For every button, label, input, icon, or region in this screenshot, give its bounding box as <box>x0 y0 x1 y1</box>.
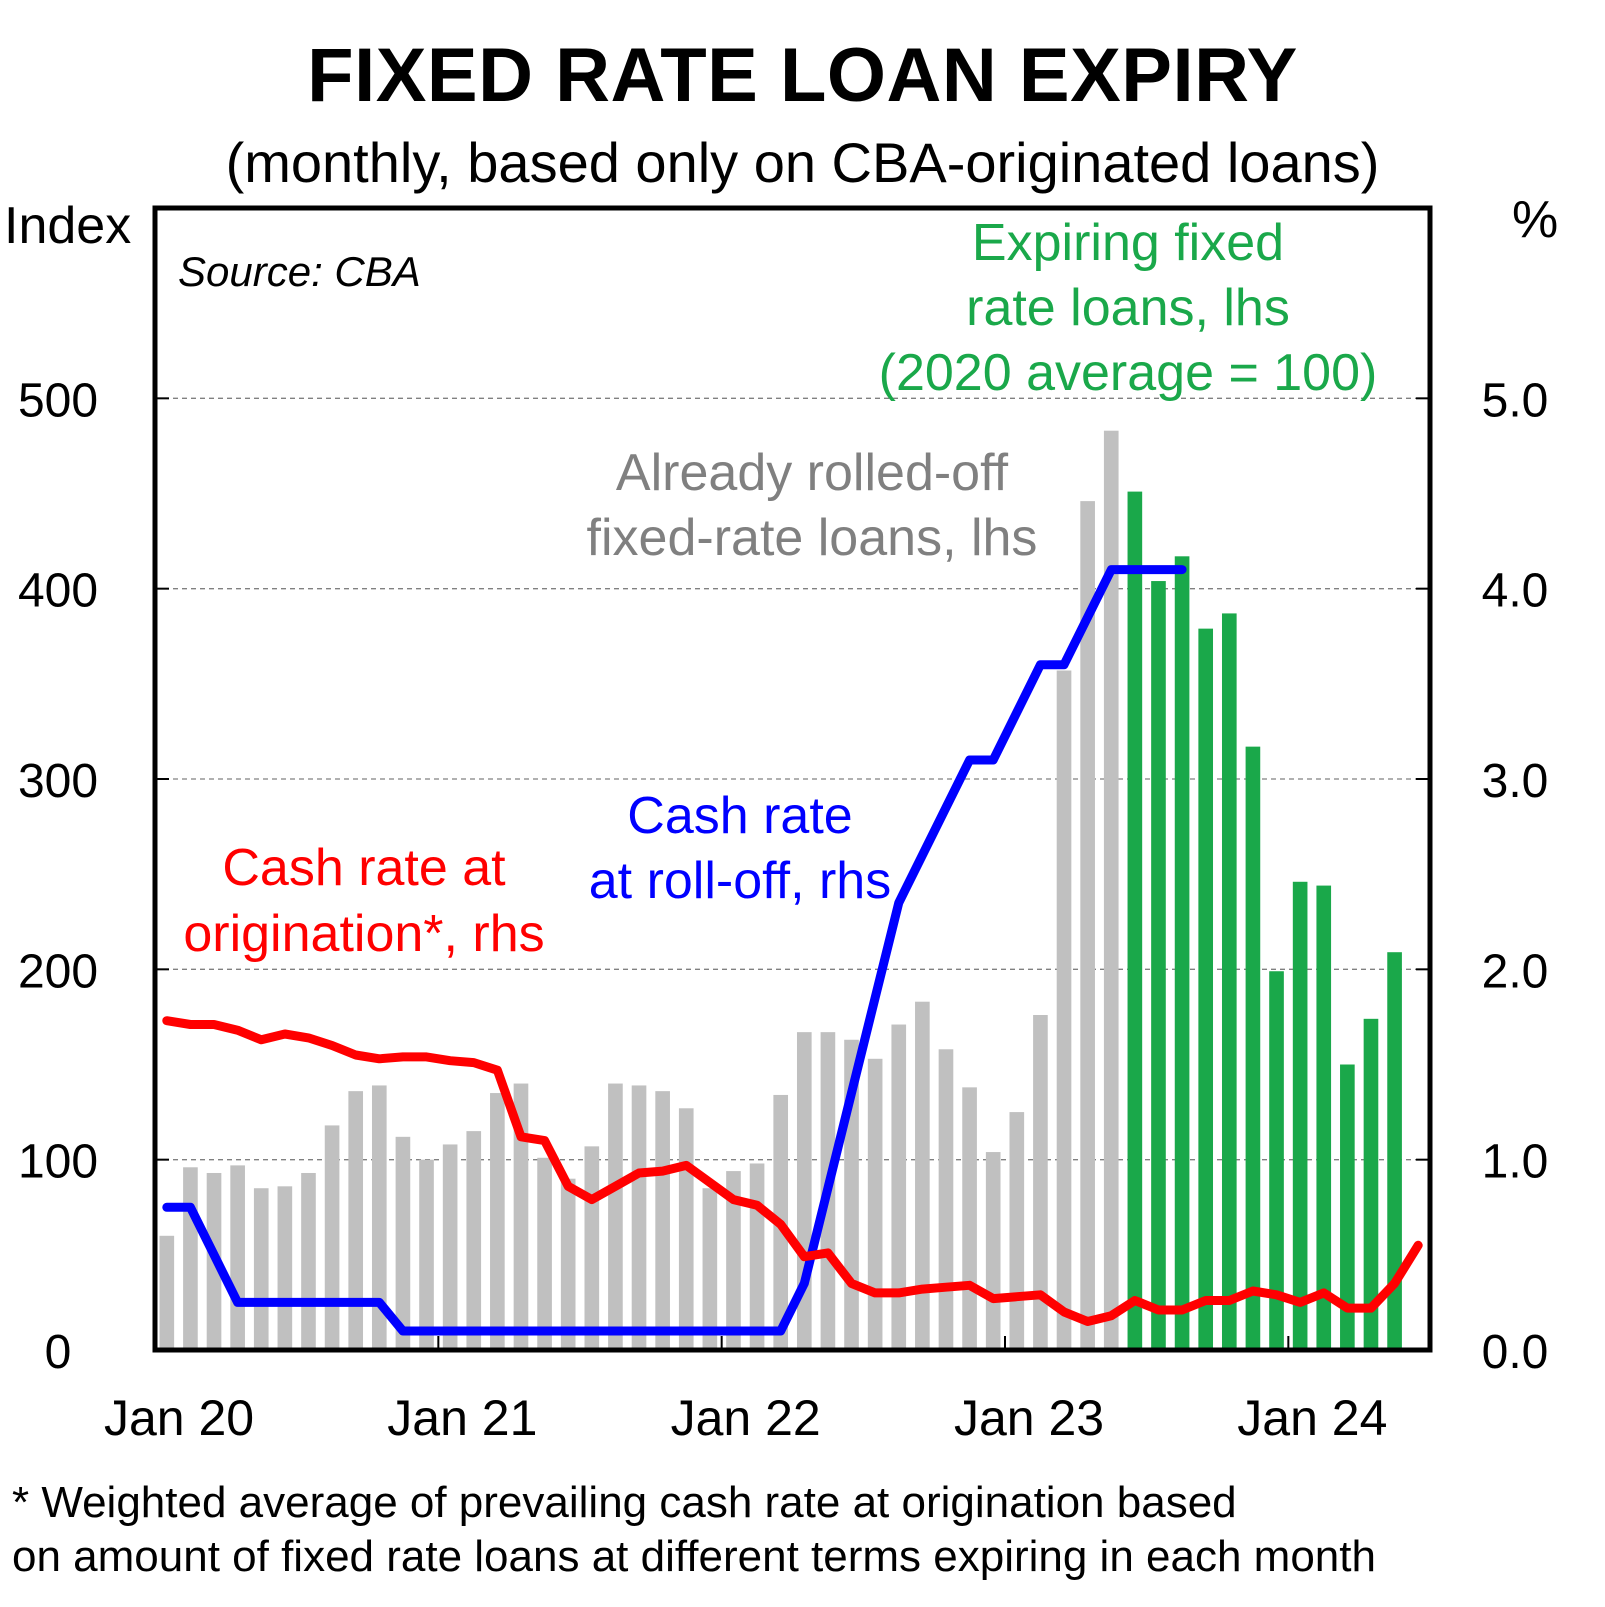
annotation-4: fixed-rate loans, lhs <box>587 509 1038 567</box>
line-cash-rate-origination <box>162 1016 1423 1326</box>
bar-rolled-off-18 <box>584 1146 600 1350</box>
bar-rolled-off-10 <box>395 1136 411 1350</box>
right-tick-label-5.0: 5.0 <box>1482 374 1549 427</box>
bar-expiring-50 <box>1340 1064 1355 1350</box>
left-tick-label-500: 500 <box>18 374 98 427</box>
bar-expiring-48 <box>1292 881 1308 1350</box>
left-tick-label-400: 400 <box>18 565 98 618</box>
bar-rolled-off-11 <box>419 1159 434 1350</box>
source-note: Source: CBA <box>178 248 421 295</box>
lines <box>162 565 1423 1336</box>
bar-expiring-43 <box>1174 556 1190 1350</box>
bar-rolled-off-40 <box>1103 430 1119 1350</box>
x-tick-label-3: Jan 23 <box>954 1390 1104 1446</box>
labels: 0 100 200 300 400 500 0.0 1.0 2.0 3.0 4.0 5.0 Jan 20… <box>18 214 1548 1446</box>
bar-rolled-off-1 <box>183 1167 198 1350</box>
bar-rolled-off-15 <box>513 1083 529 1350</box>
bar-rolled-off-34 <box>962 1087 977 1350</box>
plot-frame <box>152 205 1433 1353</box>
left-axis-unit: Index <box>4 197 132 255</box>
annotation-3: Already rolled-off <box>616 444 1009 502</box>
bar-expiring-47 <box>1269 971 1284 1350</box>
x-tick-label-1: Jan 21 <box>387 1390 537 1446</box>
bar-expiring-49 <box>1316 885 1332 1350</box>
bar-rolled-off-24 <box>726 1171 741 1350</box>
bar-rolled-off-35 <box>985 1152 1001 1350</box>
bar-rolled-off-7 <box>324 1125 340 1350</box>
bar-rolled-off-16 <box>537 1157 552 1350</box>
bar-rolled-off-37 <box>1033 1015 1048 1350</box>
left-tick-label-200: 200 <box>18 945 98 998</box>
bar-expiring-51 <box>1363 1018 1379 1350</box>
left-tick-label-100: 100 <box>18 1136 98 1189</box>
bar-rolled-off-6 <box>301 1172 316 1350</box>
chart-subtitle: (monthly, based only on CBA-originated l… <box>225 131 1380 194</box>
x-tick-label-4: Jan 24 <box>1237 1390 1387 1446</box>
annotation-7: Cash rate at <box>222 839 506 897</box>
bar-rolled-off-12 <box>442 1144 458 1350</box>
bar-expiring-46 <box>1245 746 1261 1350</box>
annotation-6: at roll-off, rhs <box>589 852 891 910</box>
bar-rolled-off-3 <box>230 1165 245 1350</box>
x-tick-label-0: Jan 20 <box>104 1390 254 1446</box>
chart-title: FIXED RATE LOAN EXPIRY <box>307 33 1298 118</box>
right-tick-label-3.0: 3.0 <box>1482 755 1549 808</box>
bar-expiring-52 <box>1387 952 1402 1350</box>
bar-rolled-off-9 <box>371 1085 387 1350</box>
bar-rolled-off-23 <box>702 1188 718 1350</box>
left-tick-label-300: 300 <box>18 755 98 808</box>
annotation-1: rate loans, lhs <box>966 279 1290 337</box>
bar-rolled-off-17 <box>560 1178 576 1350</box>
footnote-line-1: * Weighted average of prevailing cash ra… <box>12 1478 1237 1527</box>
bar-rolled-off-8 <box>348 1091 364 1350</box>
bar-rolled-off-22 <box>678 1108 694 1350</box>
line-cash-rate-roll-off <box>162 565 1187 1336</box>
bar-rolled-off-38 <box>1056 670 1072 1350</box>
bar-rolled-off-30 <box>867 1058 883 1350</box>
bar-rolled-off-4 <box>253 1188 269 1350</box>
bar-rolled-off-14 <box>490 1093 505 1350</box>
bar-rolled-off-21 <box>655 1091 670 1350</box>
right-tick-label-4.0: 4.0 <box>1482 565 1549 618</box>
bar-expiring-44 <box>1198 628 1214 1350</box>
bar-expiring-42 <box>1151 581 1166 1350</box>
bar-rolled-off-33 <box>938 1049 954 1350</box>
bar-expiring-41 <box>1127 491 1143 1350</box>
right-tick-label-0.0: 0.0 <box>1482 1326 1549 1379</box>
bar-rolled-off-13 <box>466 1131 482 1350</box>
right-axis-unit: % <box>1512 191 1559 249</box>
bar-rolled-off-19 <box>608 1083 623 1350</box>
bar-rolled-off-25 <box>749 1163 765 1350</box>
bar-rolled-off-36 <box>1009 1112 1025 1350</box>
footnote-line-2: on amount of fixed rate loans at differe… <box>12 1532 1376 1581</box>
annotation-2: (2020 average = 100) <box>879 344 1378 402</box>
x-tick-label-2: Jan 22 <box>671 1390 821 1446</box>
annotation-5: Cash rate <box>627 787 852 845</box>
annotation-8: origination*, rhs <box>183 905 544 963</box>
bar-rolled-off-31 <box>891 1024 907 1350</box>
bar-rolled-off-39 <box>1080 501 1095 1350</box>
plot-border <box>152 205 1433 1353</box>
right-tick-label-1.0: 1.0 <box>1482 1136 1549 1189</box>
bar-rolled-off-32 <box>915 1001 930 1350</box>
right-tick-label-2.0: 2.0 <box>1482 945 1549 998</box>
bar-rolled-off-5 <box>277 1186 293 1350</box>
bar-expiring-45 <box>1221 613 1237 1350</box>
bar-rolled-off-0 <box>159 1235 175 1350</box>
annotation-0: Expiring fixed <box>972 214 1284 272</box>
bar-rolled-off-20 <box>631 1085 647 1350</box>
left-tick-label-0: 0 <box>45 1326 72 1379</box>
